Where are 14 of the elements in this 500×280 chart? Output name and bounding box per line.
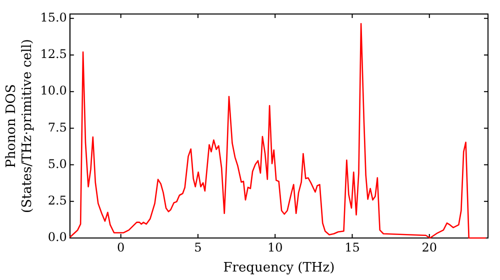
y-tick-label: 12.5 bbox=[40, 47, 67, 62]
y-tick-label: 15.0 bbox=[40, 10, 67, 25]
y-tick-label: 5.0 bbox=[48, 156, 67, 171]
x-tick-label: 5 bbox=[194, 240, 202, 254]
y-axis-title: Phonon DOS (States/THz·primitive cell) bbox=[4, 38, 35, 214]
x-tick-label: 0 bbox=[117, 240, 125, 254]
x-axis-title: Frequency (THz) bbox=[223, 260, 335, 276]
y-tick-label: 7.5 bbox=[48, 120, 67, 134]
x-tick-label: 20 bbox=[422, 240, 438, 254]
y-tick-label: 0.0 bbox=[48, 230, 67, 244]
x-tick-label: 15 bbox=[344, 240, 360, 254]
y-tick-label: 2.5 bbox=[48, 194, 67, 208]
y-tick-label: 10.0 bbox=[40, 84, 67, 98]
x-tick-label: 10 bbox=[267, 240, 283, 254]
